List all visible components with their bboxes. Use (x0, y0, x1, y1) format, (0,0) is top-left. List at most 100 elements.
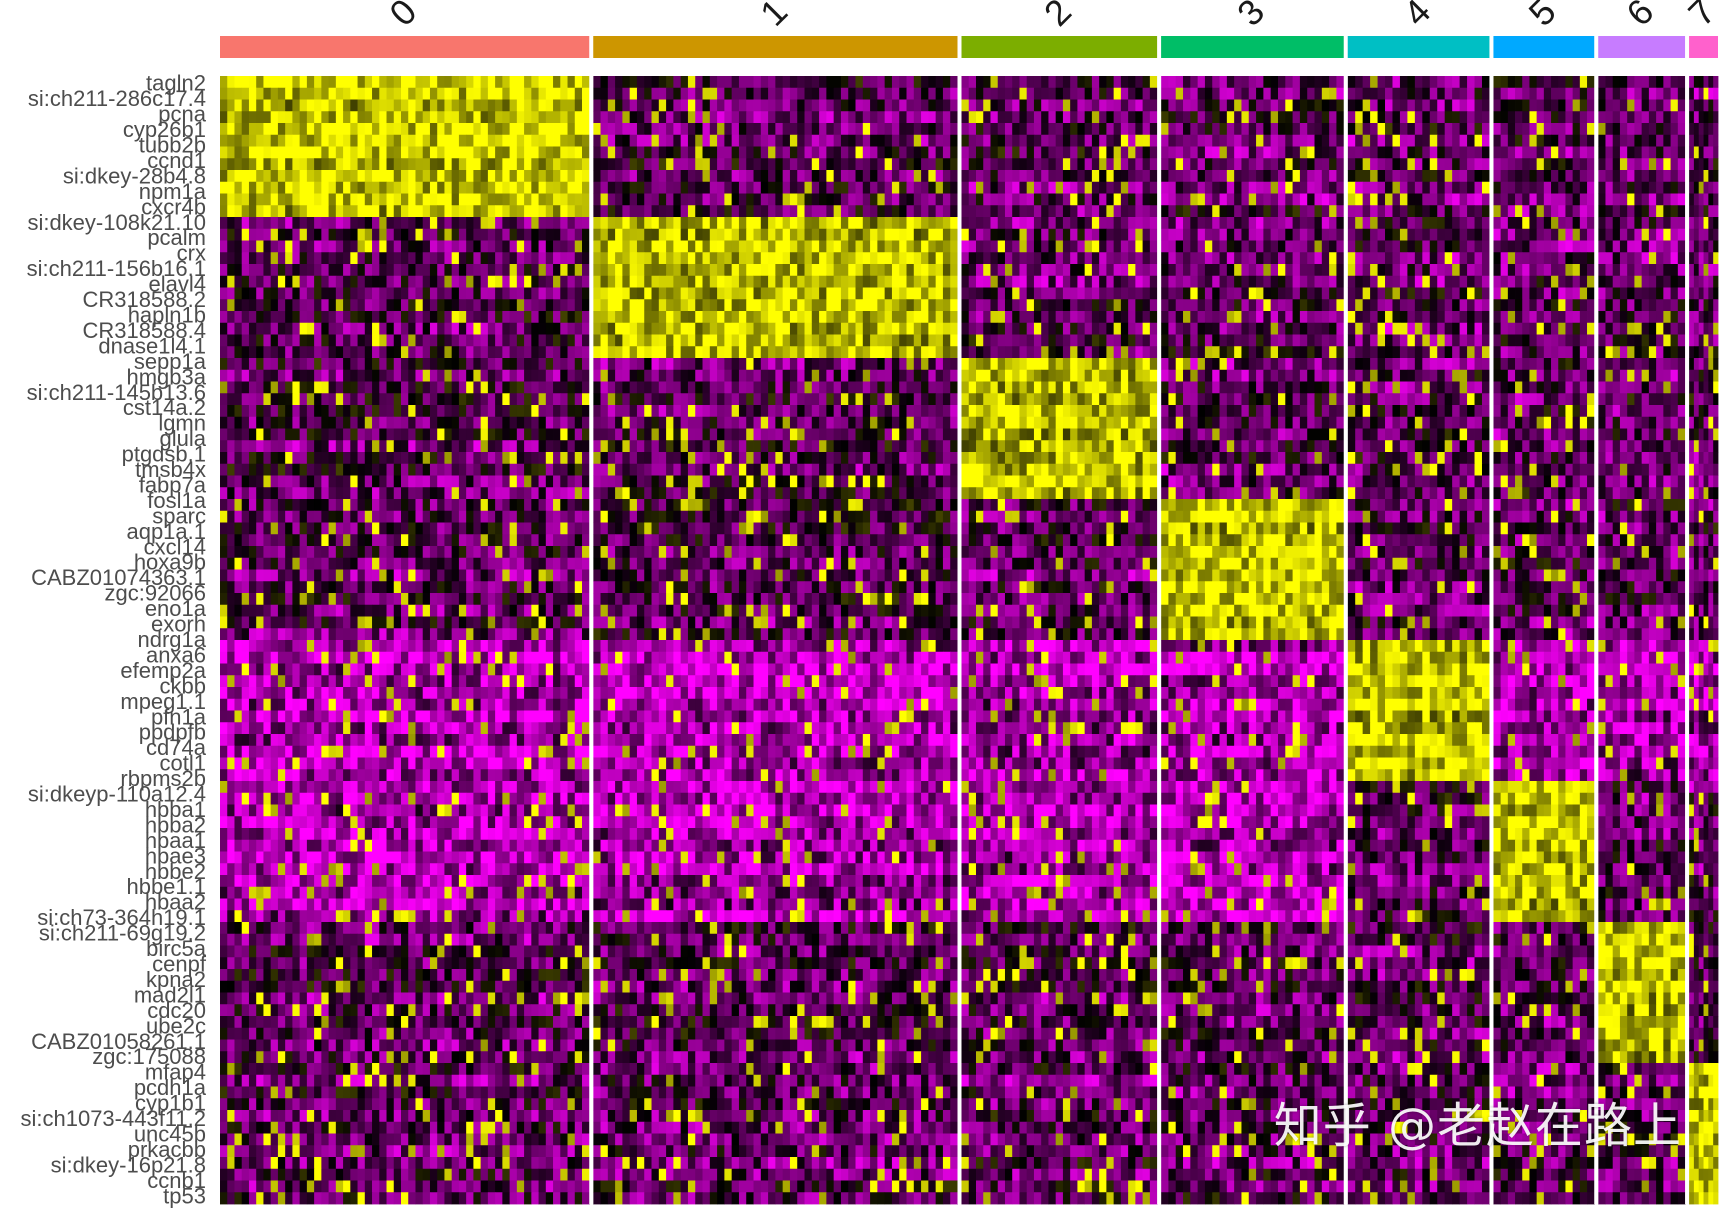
heatmap-cell (582, 393, 590, 406)
heatmap-cell (263, 675, 272, 688)
heatmap-cell (487, 792, 496, 805)
heatmap-cell (789, 76, 798, 89)
heatmap-cell (393, 604, 402, 617)
heatmap-cell (451, 628, 460, 641)
heatmap-cell (277, 546, 286, 559)
heatmap-cell (538, 170, 547, 183)
heatmap-cell (531, 181, 539, 194)
heatmap-cell (502, 710, 510, 723)
heatmap-cell (408, 863, 416, 876)
heatmap-cell (495, 898, 503, 911)
heatmap-cell (372, 945, 380, 958)
heatmap-cell (458, 722, 467, 735)
heatmap-cell (437, 875, 445, 888)
heatmap-cell (480, 557, 489, 570)
heatmap-cell (480, 745, 489, 758)
heatmap-cell (248, 757, 257, 770)
heatmap-cell (531, 123, 539, 136)
heatmap-cell (451, 1098, 460, 1111)
heatmap-cell (357, 240, 366, 253)
heatmap-cell (502, 687, 510, 700)
heatmap-cell (285, 334, 293, 347)
heatmap-cell (234, 322, 243, 335)
heatmap-cell (658, 76, 667, 89)
heatmap-cell (263, 381, 272, 394)
heatmap-cell (524, 369, 532, 382)
heatmap-cell (285, 240, 293, 253)
heatmap-cell (429, 781, 438, 794)
heatmap-cell (299, 522, 308, 535)
heatmap-cell (480, 781, 489, 794)
heatmap-cell (343, 1121, 351, 1134)
heatmap-cell (531, 428, 539, 441)
heatmap-cell (422, 123, 431, 136)
heatmap-cell (350, 640, 358, 653)
heatmap-cell (277, 146, 286, 159)
heatmap-cell (553, 522, 561, 535)
heatmap-cell (531, 1016, 539, 1029)
heatmap-cell (248, 945, 257, 958)
heatmap-cell (673, 87, 682, 100)
heatmap-cell (531, 1027, 539, 1040)
heatmap-cell (560, 428, 568, 441)
heatmap-cell (379, 1074, 387, 1087)
heatmap-cell (408, 1074, 416, 1087)
heatmap-cell (429, 217, 438, 230)
heatmap-cell (335, 1016, 344, 1029)
heatmap-cell (913, 76, 922, 89)
heatmap-cell (364, 663, 373, 676)
heatmap-cell (582, 792, 590, 805)
heatmap-cell (256, 416, 264, 429)
heatmap-cell (451, 969, 460, 982)
heatmap-cell (350, 769, 358, 782)
heatmap-cell (401, 851, 409, 864)
heatmap-cell (560, 369, 568, 382)
heatmap-cell (458, 1145, 467, 1158)
heatmap-cell (516, 428, 525, 441)
heatmap-cell (350, 181, 358, 194)
heatmap-cell (335, 722, 344, 735)
heatmap-cell (263, 275, 272, 288)
heatmap-cell (234, 440, 243, 453)
heatmap-cell (372, 769, 380, 782)
heatmap-cell (538, 534, 547, 547)
heatmap-cell (350, 487, 358, 500)
heatmap-cell (487, 346, 496, 359)
heatmap-cell (408, 99, 416, 112)
heatmap-cell (220, 428, 228, 441)
heatmap-cell (357, 640, 366, 653)
heatmap-cell (277, 334, 286, 347)
heatmap-cell (415, 1145, 424, 1158)
heatmap-cell (241, 170, 250, 183)
heatmap-cell (826, 76, 835, 89)
heatmap-cell (408, 992, 416, 1005)
heatmap-cell (314, 452, 322, 465)
heatmap-cell (444, 1157, 453, 1170)
heatmap-cell (285, 158, 293, 171)
heatmap-cell (234, 957, 243, 970)
heatmap-cell (437, 99, 445, 112)
heatmap-cell (480, 980, 489, 993)
heatmap-cell (263, 863, 272, 876)
heatmap-cell (466, 933, 474, 946)
heatmap-cell (480, 922, 489, 935)
heatmap-cell (306, 710, 315, 723)
heatmap-cell (502, 804, 510, 817)
heatmap-cell (408, 640, 416, 653)
heatmap-cell (451, 228, 460, 241)
heatmap-cell (364, 945, 373, 958)
heatmap-cell (401, 593, 409, 606)
heatmap-cell (480, 651, 489, 664)
heatmap-cell (422, 146, 431, 159)
heatmap-cell (437, 687, 445, 700)
heatmap-cell (531, 193, 539, 206)
heatmap-cell (220, 933, 228, 946)
heatmap-cell (350, 604, 358, 617)
heatmap-cell (314, 76, 322, 89)
heatmap-cell (386, 158, 395, 171)
heatmap-cell (495, 76, 503, 89)
heatmap-cell (458, 875, 467, 888)
heatmap-cell (227, 1121, 235, 1134)
heatmap-cell (386, 781, 395, 794)
heatmap-cell (393, 651, 402, 664)
